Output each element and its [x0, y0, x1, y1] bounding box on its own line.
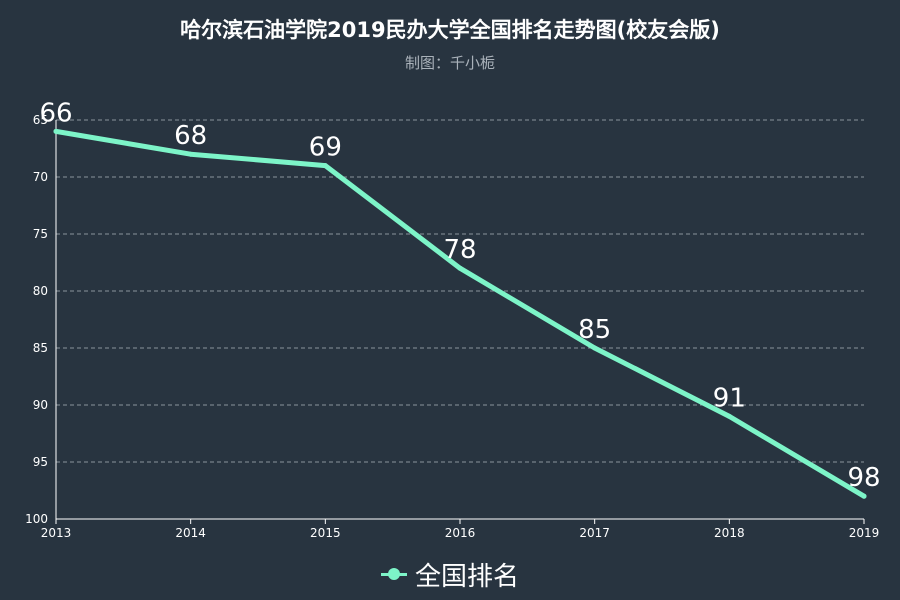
x-tick-label: 2018 [714, 526, 745, 540]
data-point [188, 151, 194, 157]
data-point [861, 493, 867, 499]
data-label: 98 [847, 463, 880, 493]
data-label: 78 [443, 235, 476, 265]
x-tick-label: 2017 [579, 526, 610, 540]
data-point [592, 345, 598, 351]
y-tick-label: 75 [33, 227, 48, 241]
chart-title: 哈尔滨石油学院2019民办大学全国排名走势图(校友会版) [180, 18, 720, 42]
data-label: 68 [174, 121, 207, 151]
y-tick-label: 80 [33, 284, 48, 298]
y-tick-label: 90 [33, 398, 48, 412]
data-label: 85 [578, 315, 611, 345]
data-label: 69 [309, 133, 342, 163]
y-tick-label: 70 [33, 170, 48, 184]
data-point [457, 265, 463, 271]
x-tick-label: 2016 [445, 526, 476, 540]
y-tick-label: 100 [25, 512, 48, 526]
x-tick-label: 2014 [175, 526, 206, 540]
legend-label: 全国排名 [414, 561, 519, 592]
data-label: 91 [713, 383, 746, 413]
x-tick-label: 2013 [41, 526, 72, 540]
data-label: 66 [39, 98, 72, 128]
x-tick-label: 2015 [310, 526, 341, 540]
series-line [53, 128, 867, 499]
data-point [53, 128, 59, 134]
x-tick-label: 2019 [849, 526, 880, 540]
legend-swatch-icon [380, 566, 407, 582]
y-tick-label: 65 [33, 113, 48, 127]
legend-dot [387, 568, 400, 580]
y-tick-label: 85 [33, 341, 48, 355]
data-point [322, 163, 328, 169]
legend[interactable]: 全国排名 [0, 556, 900, 592]
data-point [726, 413, 732, 419]
chart-subtitle: 制图：千小栀 [404, 54, 495, 72]
y-tick-label: 95 [33, 455, 48, 469]
